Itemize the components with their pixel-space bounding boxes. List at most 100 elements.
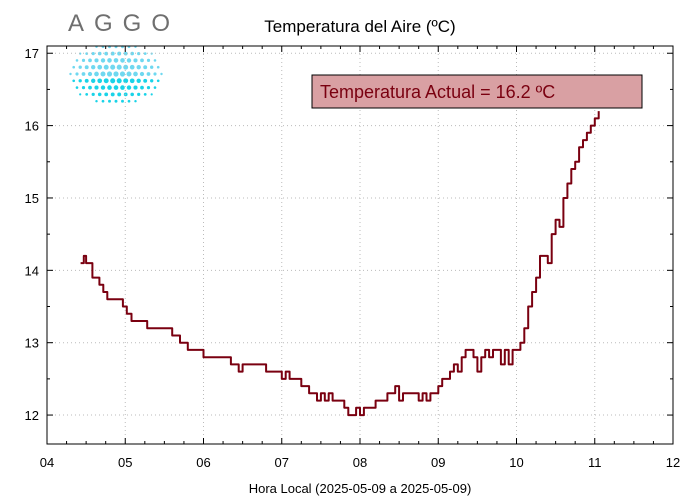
logo-dot (94, 85, 99, 90)
logo-dot (140, 85, 144, 90)
y-tick-label: 12 (25, 408, 39, 423)
logo-dot (143, 65, 148, 70)
logo-dot (143, 78, 148, 83)
logo-dot (87, 71, 93, 77)
chart-title: Temperatura del Aire (ºC) (264, 17, 455, 36)
logo-globe-icon (69, 45, 163, 103)
logo-dot (133, 71, 138, 77)
logo-dot (91, 51, 95, 56)
y-tick-label: 16 (25, 119, 39, 134)
logo-dot (120, 85, 125, 90)
logo-dot (81, 72, 86, 76)
logo-dot (143, 93, 147, 96)
logo-dot (106, 71, 113, 77)
logo-dot (126, 58, 132, 63)
logo-dot (129, 78, 135, 84)
logo-dot (156, 65, 160, 69)
logo-dot (97, 64, 103, 70)
logo-dot (153, 59, 157, 62)
logo-dot (75, 86, 79, 89)
logo-dot (136, 78, 141, 83)
logo-dot (72, 65, 76, 69)
logo-dot (101, 99, 105, 103)
logo-dot (104, 92, 109, 97)
logo-dot (150, 79, 154, 83)
logo-dot (129, 64, 135, 70)
logo-dot (146, 72, 151, 76)
logo-dot (150, 65, 154, 69)
logo-dot (110, 64, 116, 70)
logo-dot (85, 93, 89, 96)
x-tick-label: 10 (509, 455, 523, 470)
logo-dot (160, 72, 163, 76)
logo-dot (146, 86, 151, 90)
logo-dot (88, 85, 92, 90)
x-axis-label: Hora Local (2025-05-09 a 2025-05-09) (249, 481, 472, 496)
logo-dot (95, 99, 98, 103)
logo-dot (113, 85, 119, 90)
y-tick-label: 14 (25, 263, 39, 278)
logo-dot (123, 78, 129, 84)
x-tick-label: 05 (118, 455, 132, 470)
logo-dot (81, 86, 86, 90)
logo-dot (143, 52, 147, 55)
logo-dot (156, 79, 160, 83)
logo-dot (78, 79, 82, 83)
y-tick-labels: 12 13 14 15 16 17 (25, 46, 39, 423)
logo-dot (133, 58, 138, 63)
logo-dot (123, 64, 129, 70)
logo-text: AGGO (68, 10, 180, 37)
logo-dot (146, 58, 151, 63)
logo-dot (114, 99, 118, 103)
logo-dot (75, 59, 79, 62)
logo-dot (91, 65, 96, 70)
logo-dot (113, 71, 119, 77)
x-tick-label: 07 (275, 455, 289, 470)
logo-dot (79, 93, 82, 96)
y-tick-label: 17 (25, 46, 39, 61)
annotation-text: Temperatura Actual = 16.2 ºC (320, 82, 555, 102)
logo-dot (75, 72, 79, 76)
series-layer (80, 111, 600, 417)
logo-dot (127, 99, 131, 103)
logo-dot (113, 58, 119, 63)
annotation-box (311, 74, 643, 109)
logo-dot (91, 78, 96, 83)
y-tick-label: 13 (25, 336, 39, 351)
logo-dot (103, 78, 109, 84)
logo-dot (94, 71, 99, 77)
logo-dot (150, 93, 153, 96)
logo-dot (103, 64, 109, 70)
logo-dot (126, 71, 132, 77)
logo-dot (100, 58, 106, 63)
logo-dot (121, 99, 124, 103)
logo-dot (120, 58, 125, 63)
current-temperature-annotation: Temperatura Actual = 16.2 ºC (311, 74, 643, 109)
logo-dot (110, 51, 115, 56)
logo-dot (108, 99, 111, 103)
logo-dot (88, 58, 92, 63)
logo-dot (134, 99, 137, 103)
logo-dot (130, 92, 134, 97)
logo-dot (116, 78, 122, 84)
x-tick-labels: 04 05 06 07 08 09 10 11 12 (40, 455, 680, 470)
logo-dot (137, 92, 141, 97)
x-tick-label: 12 (666, 455, 680, 470)
logo-dot (81, 58, 86, 63)
x-tick-label: 09 (431, 455, 445, 470)
aggo-logo: AGGO (68, 10, 180, 103)
logo-dot (72, 79, 76, 83)
logo-dot (107, 58, 112, 63)
x-tick-label: 04 (40, 455, 54, 470)
logo-dot (116, 64, 122, 70)
logo-dot (104, 51, 109, 56)
logo-dot (97, 92, 102, 97)
logo-dot (94, 58, 99, 63)
x-tick-label: 06 (196, 455, 210, 470)
logo-dot (153, 86, 157, 89)
logo-dot (110, 92, 115, 97)
temperature-line (80, 111, 600, 417)
logo-dot (119, 71, 126, 77)
logo-dot (139, 71, 145, 77)
